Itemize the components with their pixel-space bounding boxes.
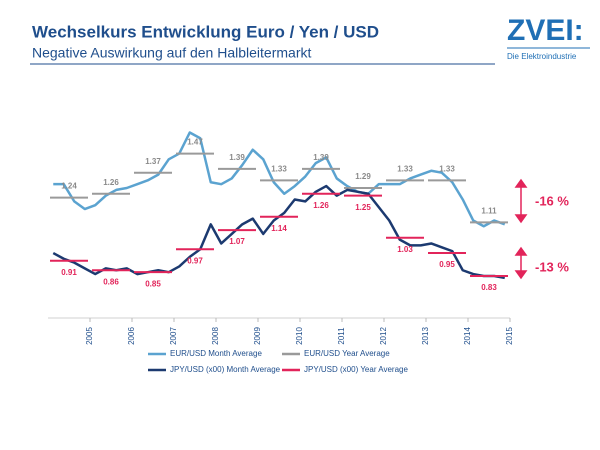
value-label: 1.14 [271, 224, 287, 233]
value-label: 1.39 [229, 153, 245, 162]
arrow-head [514, 270, 528, 280]
x-tick-label: 2006 [127, 327, 136, 345]
value-label: 1.29 [355, 172, 371, 181]
legend-label: EUR/USD Month Average [170, 349, 262, 358]
chart-subtitle: Negative Auswirkung auf den Halbleiterma… [32, 45, 311, 61]
annotation: -13 % [535, 259, 569, 274]
arrow-head [514, 178, 528, 188]
x-tick-label: 2009 [253, 327, 262, 345]
x-tick-label: 2007 [169, 327, 178, 345]
x-tick-label: 2015 [505, 327, 514, 345]
x-tick-label: 2013 [421, 327, 430, 345]
value-label: 1.33 [439, 164, 455, 173]
legend-label: JPY/USD (x00) Year Average [304, 365, 408, 374]
value-label: 1.33 [271, 164, 287, 173]
x-tick-label: 2011 [337, 327, 346, 345]
value-label: 1.47 [187, 138, 203, 147]
value-label: 1.26 [103, 178, 119, 187]
value-label: 1.07 [229, 237, 245, 246]
value-label: 1.26 [313, 201, 329, 210]
value-label: 0.97 [187, 256, 203, 265]
legend-label: JPY/USD (x00) Month Average [170, 365, 281, 374]
chart-title: Wechselkurs Entwicklung Euro / Yen / USD [32, 22, 379, 41]
x-tick-label: 2014 [463, 327, 472, 345]
arrow-head [514, 246, 528, 256]
value-label: 1.37 [145, 157, 161, 166]
logo-name: ZVEI: [507, 14, 584, 47]
annotation: -16 % [535, 193, 569, 208]
value-label: 1.03 [397, 245, 413, 254]
x-tick-label: 2008 [211, 327, 220, 345]
value-label: 0.83 [481, 283, 497, 292]
value-label: 0.91 [61, 268, 77, 277]
value-label: 1.24 [61, 182, 77, 191]
x-tick-label: 2012 [379, 327, 388, 345]
value-label: 1.39 [313, 153, 329, 162]
value-label: 1.33 [397, 164, 413, 173]
value-label: 1.25 [355, 203, 371, 212]
logo-tagline: Die Elektroindustrie [507, 52, 577, 61]
x-tick-label: 2010 [295, 327, 304, 345]
arrows [514, 178, 528, 280]
value-label: 0.95 [439, 260, 455, 269]
arrow-head [514, 214, 528, 224]
line [53, 131, 506, 228]
value-label: 1.11 [481, 207, 497, 216]
legend-label: EUR/USD Year Average [304, 349, 390, 358]
x-tick-label: 2005 [85, 327, 94, 345]
value-label: 0.86 [103, 277, 119, 286]
value-label: 0.85 [145, 279, 161, 288]
